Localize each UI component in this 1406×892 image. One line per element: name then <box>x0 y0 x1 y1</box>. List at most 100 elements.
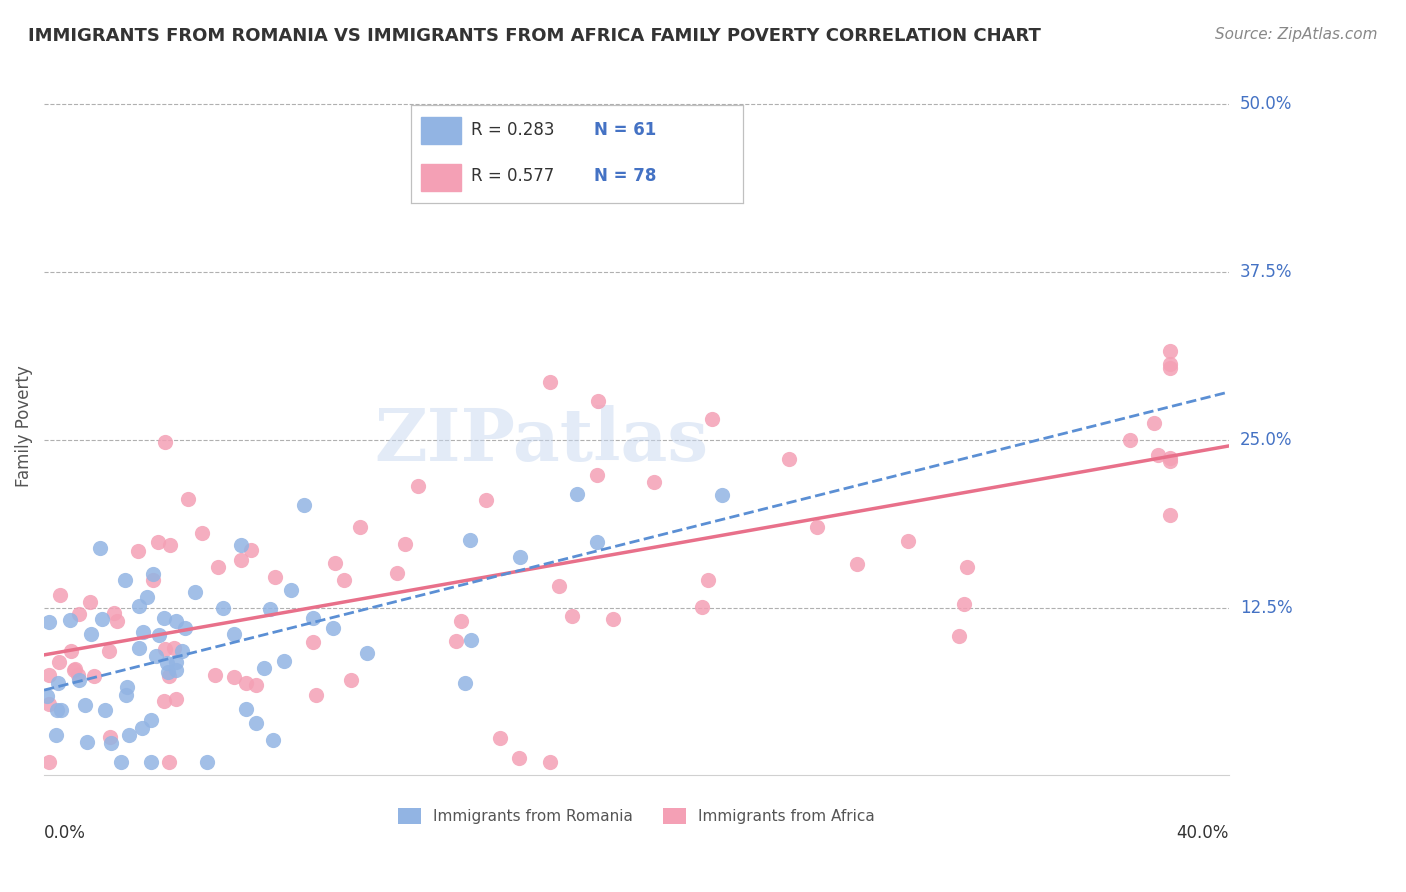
Point <box>153 694 176 708</box>
Point <box>128 599 150 613</box>
Point <box>711 488 734 502</box>
Point <box>49 588 72 602</box>
Point <box>153 642 176 657</box>
Point <box>132 625 155 640</box>
Point <box>586 534 609 549</box>
Point <box>127 544 149 558</box>
Point <box>165 614 187 628</box>
Point <box>73 698 96 712</box>
Point <box>212 601 235 615</box>
Point <box>690 599 713 614</box>
Point <box>292 498 315 512</box>
Point <box>67 607 90 621</box>
Point <box>177 491 200 506</box>
Point <box>509 549 531 564</box>
Point <box>184 584 207 599</box>
Point <box>165 691 187 706</box>
Point <box>65 662 87 676</box>
Point <box>69 673 91 688</box>
Point <box>156 656 179 670</box>
Point <box>333 573 356 587</box>
Point <box>224 627 246 641</box>
Point <box>231 552 253 566</box>
Point <box>302 611 325 625</box>
Point <box>406 479 429 493</box>
Point <box>148 627 170 641</box>
Point <box>38 615 60 629</box>
Point <box>245 678 267 692</box>
Point <box>83 669 105 683</box>
Point <box>394 537 416 551</box>
Point <box>240 543 263 558</box>
Point <box>561 609 583 624</box>
Point <box>59 644 82 658</box>
Point <box>98 730 121 744</box>
Point <box>259 601 281 615</box>
Point <box>139 755 162 769</box>
Point <box>79 627 101 641</box>
Point <box>948 629 970 643</box>
Point <box>170 644 193 658</box>
Point <box>245 715 267 730</box>
Point <box>235 702 257 716</box>
Point <box>79 595 101 609</box>
Point <box>38 755 60 769</box>
Point <box>222 670 245 684</box>
Point <box>135 591 157 605</box>
Point <box>280 582 302 597</box>
Point <box>103 606 125 620</box>
Text: 25.0%: 25.0% <box>1240 431 1292 449</box>
Point <box>174 621 197 635</box>
Point <box>1119 433 1142 447</box>
Point <box>1159 360 1181 375</box>
Point <box>115 688 138 702</box>
Point <box>474 492 496 507</box>
Point <box>165 656 187 670</box>
Point <box>115 680 138 694</box>
Text: 12.5%: 12.5% <box>1240 599 1292 616</box>
Point <box>547 579 569 593</box>
Point <box>38 667 60 681</box>
Point <box>696 574 718 588</box>
Point <box>45 729 67 743</box>
Point <box>586 468 609 483</box>
Point <box>58 613 80 627</box>
Point <box>956 559 979 574</box>
Point <box>897 534 920 549</box>
Point <box>1143 416 1166 430</box>
Point <box>89 541 111 555</box>
Point <box>540 755 562 769</box>
Point <box>157 668 180 682</box>
Point <box>385 566 408 581</box>
Point <box>806 520 828 534</box>
Point <box>142 567 165 582</box>
Point <box>90 612 112 626</box>
Point <box>340 673 363 688</box>
Point <box>1159 343 1181 358</box>
Point <box>76 735 98 749</box>
Text: IMMIGRANTS FROM ROMANIA VS IMMIGRANTS FROM AFRICA FAMILY POVERTY CORRELATION CHA: IMMIGRANTS FROM ROMANIA VS IMMIGRANTS FR… <box>28 27 1040 45</box>
Point <box>253 661 276 675</box>
Point <box>100 736 122 750</box>
Point <box>157 755 180 769</box>
Point <box>454 676 477 690</box>
Point <box>235 676 257 690</box>
Point <box>1147 448 1170 462</box>
Point <box>46 703 69 717</box>
Point <box>508 751 530 765</box>
Point <box>207 560 229 574</box>
Point <box>446 634 468 648</box>
Point <box>460 632 482 647</box>
Point <box>165 663 187 677</box>
Point <box>141 713 163 727</box>
Point <box>450 614 472 628</box>
Point <box>349 519 371 533</box>
Text: ZIPatlas: ZIPatlas <box>374 405 709 475</box>
Point <box>148 534 170 549</box>
Point <box>118 728 141 742</box>
Point <box>489 731 512 745</box>
Point <box>643 475 665 490</box>
Point <box>323 556 346 570</box>
Point <box>153 611 176 625</box>
Point <box>38 697 60 711</box>
